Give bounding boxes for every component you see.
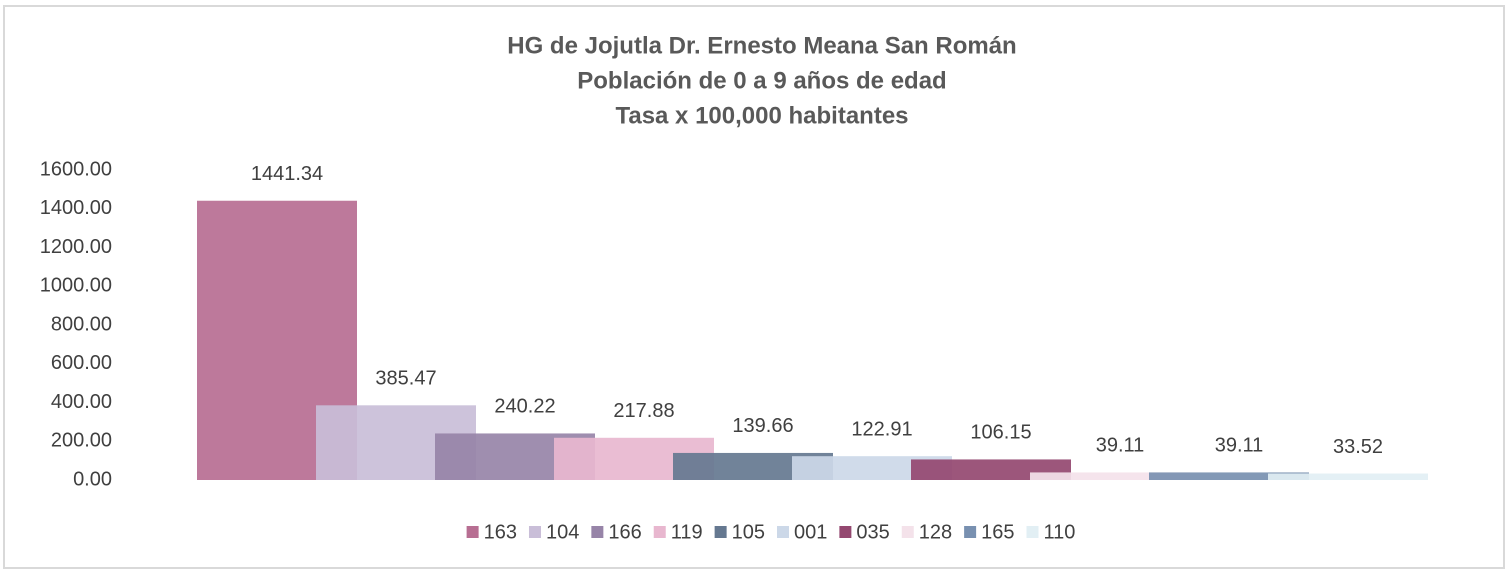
legend-swatch (466, 526, 479, 538)
legend-swatch (1026, 526, 1039, 538)
y-tick-label: 1400.00 (40, 197, 112, 219)
legend-swatch (591, 526, 604, 538)
legend-swatch (714, 526, 727, 538)
y-tick-label: 1600.00 (40, 158, 112, 180)
legend-label: 165 (981, 521, 1014, 543)
data-label: 33.52 (1333, 436, 1383, 458)
legend-label: 166 (608, 521, 641, 543)
data-label: 139.66 (732, 415, 793, 437)
legend-label: 110 (1044, 521, 1076, 543)
y-tick-label: 800.00 (51, 313, 112, 335)
chart-subtitle: Tasa x 100,000 habitantes (615, 102, 908, 129)
data-label: 39.11 (1215, 435, 1264, 457)
legend-label: 104 (546, 521, 579, 543)
y-tick-label: 1000.00 (40, 275, 112, 297)
data-label: 106.15 (970, 422, 1031, 444)
bar (1268, 473, 1428, 480)
legend-label: 105 (732, 521, 765, 543)
data-label: 240.22 (494, 396, 555, 418)
data-label: 39.11 (1096, 435, 1145, 457)
data-label: 122.91 (851, 418, 912, 440)
legend-label: 119 (671, 521, 703, 543)
y-tick-label: 600.00 (51, 352, 112, 374)
data-label: 385.47 (375, 368, 436, 390)
legend-label: 128 (919, 521, 952, 543)
legend-label: 035 (856, 521, 889, 543)
data-label: 217.88 (613, 400, 674, 422)
legend-swatch (528, 526, 541, 538)
chart-title: HG de Jojutla Dr. Ernesto Meana San Romá… (507, 32, 1016, 59)
legend-swatch (964, 526, 977, 538)
legend-label: 001 (794, 521, 827, 543)
chart-subtitle: Población de 0 a 9 años de edad (577, 67, 946, 94)
y-tick-label: 400.00 (51, 391, 112, 413)
y-tick-label: 200.00 (51, 430, 112, 452)
legend-swatch (777, 526, 789, 538)
data-label: 1441.34 (251, 163, 323, 185)
legend-swatch (839, 526, 852, 538)
y-tick-label: 0.00 (73, 468, 112, 490)
legend-swatch (901, 526, 914, 538)
legend-swatch (653, 526, 666, 538)
bar (1149, 472, 1309, 480)
legend-label: 163 (484, 521, 517, 543)
y-tick-label: 1200.00 (40, 236, 112, 258)
bar (1030, 472, 1190, 480)
